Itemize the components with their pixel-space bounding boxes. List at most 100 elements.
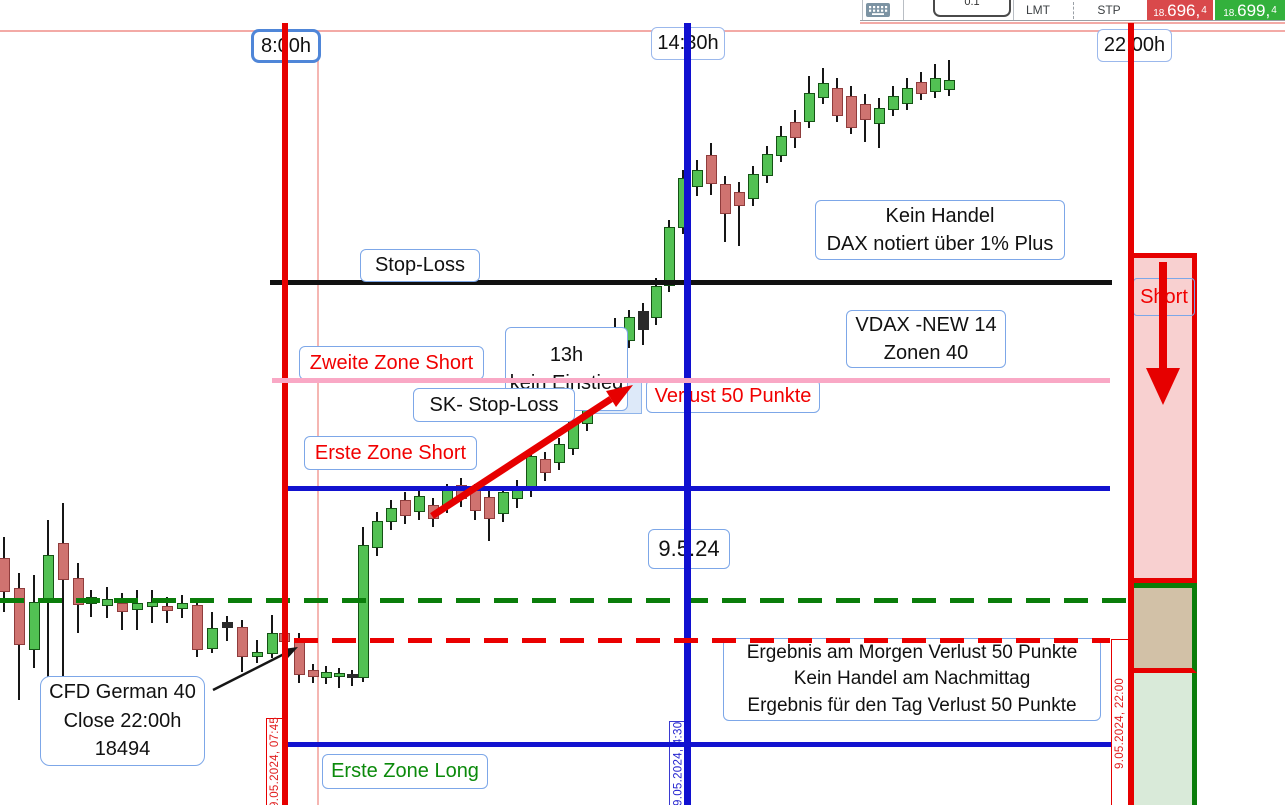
candle-wick xyxy=(312,664,314,683)
keyboard-icon[interactable] xyxy=(866,3,890,22)
candle-wick xyxy=(241,620,243,672)
candle-wick xyxy=(906,78,908,110)
candle-wick xyxy=(544,452,546,481)
candle-wick xyxy=(362,527,364,682)
candle-wick xyxy=(106,587,108,618)
toolbar-divider xyxy=(862,0,863,20)
candle-wick xyxy=(47,520,49,690)
candle-wick xyxy=(283,628,285,650)
candle-body xyxy=(372,521,383,548)
short-zone-label[interactable]: Short xyxy=(1133,278,1195,316)
ask-price-fraction: 4 xyxy=(1271,5,1277,16)
date-label[interactable]: 9.5.24 xyxy=(648,529,730,569)
erste-zone-short-label[interactable]: Erste Zone Short xyxy=(304,436,477,470)
candle-body xyxy=(267,633,278,654)
toolbar-divider xyxy=(903,0,904,20)
candle-wick xyxy=(338,668,340,688)
candle-wick xyxy=(62,503,64,693)
candle-wick xyxy=(696,160,698,196)
order-toolbar: 0.1 LMT STP 18. 696, 4 18. 699, 4 xyxy=(0,0,1285,22)
candle-wick xyxy=(18,573,20,700)
candle-body xyxy=(14,588,25,645)
kein-einstieg-line1: 13h xyxy=(549,343,584,366)
quantity-button[interactable]: 0.1 xyxy=(933,0,1011,17)
candle-body xyxy=(321,672,332,678)
candle-body xyxy=(944,80,955,90)
candle-wick xyxy=(710,143,712,195)
candle-body xyxy=(386,508,397,522)
candle-wick xyxy=(376,512,378,556)
stop-loss-label[interactable]: Stop-Loss xyxy=(360,249,480,282)
candle-wick xyxy=(836,78,838,122)
candle-body xyxy=(73,578,84,605)
candle-body xyxy=(29,602,40,650)
candle-body xyxy=(916,82,927,94)
candle-body xyxy=(638,311,649,330)
candle-body xyxy=(762,154,773,176)
midday-date-tag: 9.05.2024, 4:30 xyxy=(669,721,688,805)
candle-body xyxy=(888,96,899,110)
candle-body xyxy=(162,606,173,611)
kein-handel-label[interactable]: Kein Handel DAX notiert über 1% Plus xyxy=(815,200,1065,260)
candle-wick xyxy=(655,278,657,325)
zweite-zone-short-label[interactable]: Zweite Zone Short xyxy=(299,346,484,380)
candle-body xyxy=(207,628,218,649)
long-zone-area xyxy=(1129,673,1197,805)
lmt-order-button[interactable]: LMT xyxy=(1026,3,1050,17)
candle-wick xyxy=(271,615,273,658)
candle-body xyxy=(237,627,248,657)
candle-wick xyxy=(77,563,79,633)
candle-body xyxy=(818,83,829,98)
green-dashed-hline xyxy=(0,598,1134,603)
candle-body xyxy=(484,497,495,519)
candle-wick xyxy=(878,98,880,148)
verlust-label[interactable]: Verlust 50 Punkte xyxy=(646,379,820,413)
cfd-line1: CFD German 40 xyxy=(49,681,196,704)
toolbar-divider xyxy=(1013,0,1014,20)
candle-body xyxy=(222,622,233,628)
session-open-date-tag: 9.05.2024, 07:45 xyxy=(266,717,284,805)
candle-wick xyxy=(822,68,824,104)
midday-vline xyxy=(684,23,691,805)
candle-body xyxy=(442,490,453,506)
bid-price-button[interactable]: 18. 696, 4 xyxy=(1147,0,1213,21)
candle-body xyxy=(58,543,69,580)
cfd-line2: Close 22:00h xyxy=(63,709,182,732)
candle-body xyxy=(334,673,345,677)
ask-price-button[interactable]: 18. 699, 4 xyxy=(1215,0,1285,21)
candle-wick xyxy=(432,498,434,527)
time-marker-2200[interactable]: 22:00h xyxy=(1097,29,1172,62)
cfd-close-label[interactable]: CFD German 40 Close 22:00h 18494 xyxy=(40,676,205,766)
candle-body xyxy=(192,605,203,650)
candle-body xyxy=(414,496,425,512)
candle-wick xyxy=(502,486,504,522)
erste-zone-long-label[interactable]: Erste Zone Long xyxy=(322,754,488,789)
close-pointer-head xyxy=(283,647,298,658)
quantity-value: 0.1 xyxy=(964,0,980,8)
top-hline xyxy=(0,30,1285,32)
candle-wick xyxy=(934,64,936,98)
candle-wick xyxy=(196,600,198,657)
candle-body xyxy=(734,192,745,206)
candle-body xyxy=(498,492,509,514)
time-marker-0800[interactable]: 8:00h xyxy=(251,29,321,63)
kein-handel-line2: DAX notiert über 1% Plus xyxy=(826,233,1054,255)
candle-wick xyxy=(766,146,768,183)
candle-body xyxy=(748,174,759,199)
candle-wick xyxy=(850,86,852,134)
sk-stop-loss-label[interactable]: SK- Stop-Loss xyxy=(413,388,575,422)
candle-body xyxy=(470,490,481,511)
time-marker-1430[interactable]: 14:30h xyxy=(651,27,725,60)
candle-wick xyxy=(256,640,258,663)
candle-body xyxy=(308,670,319,677)
candle-body xyxy=(678,178,689,228)
candle-body xyxy=(846,96,857,128)
candle-wick xyxy=(226,616,228,641)
candle-wick xyxy=(418,488,420,520)
ergebnis-label[interactable]: Ergebnis am Morgen Verlust 50 Punkte Kei… xyxy=(723,638,1101,721)
stp-order-button[interactable]: STP xyxy=(1097,3,1121,17)
candle-body xyxy=(832,88,843,116)
candle-wick xyxy=(121,593,123,630)
candle-body xyxy=(279,633,290,642)
vdax-label[interactable]: VDAX -NEW 14 Zonen 40 xyxy=(846,310,1006,368)
